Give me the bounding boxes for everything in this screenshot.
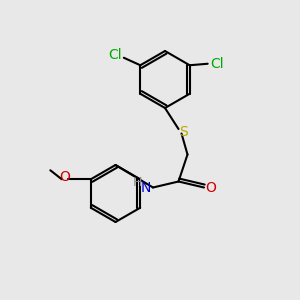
Text: Cl: Cl (109, 48, 122, 62)
Text: O: O (59, 170, 70, 184)
Text: H: H (133, 176, 142, 189)
Text: S: S (178, 125, 188, 139)
Text: O: O (205, 181, 216, 194)
Text: Cl: Cl (210, 57, 224, 71)
Text: N: N (140, 181, 151, 194)
